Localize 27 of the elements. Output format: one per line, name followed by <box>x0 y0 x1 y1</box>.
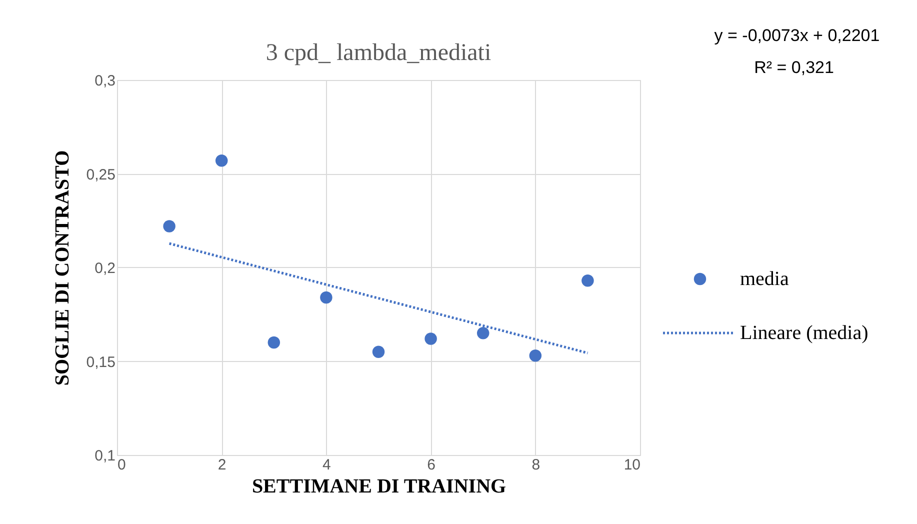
point <box>529 350 542 362</box>
text: R² = 0,321 <box>754 58 834 77</box>
x-tick-label: 4 <box>322 456 331 474</box>
point <box>320 291 332 304</box>
y-tick-label: 0,2 <box>94 260 116 277</box>
y-axis-title: SOGLIE DI CONTRASTO <box>51 150 74 386</box>
point <box>163 220 176 232</box>
x-tick-label: 10 <box>624 456 640 474</box>
chart-title: 3 cpd_ lambda_mediati <box>266 40 492 66</box>
point <box>215 154 228 167</box>
legend-label: Lineare (media) <box>740 322 868 344</box>
y-tick-label: 0,25 <box>86 166 116 184</box>
y-tick-label: 0,1 <box>94 448 116 464</box>
legend-label: media <box>740 268 789 290</box>
point <box>372 346 385 358</box>
x-tick-label: 2 <box>218 456 226 474</box>
point <box>582 274 594 287</box>
x-tick-label: 6 <box>427 456 436 474</box>
x-axis-title: SETTIMANE DI TRAINING <box>252 476 507 498</box>
x-tick-label: 8 <box>532 456 540 474</box>
x-tick-label: 0 <box>118 456 126 474</box>
text: y = -0,0073x + 0,2201 <box>714 26 880 45</box>
point <box>268 336 280 349</box>
point <box>424 332 437 345</box>
point <box>476 327 490 340</box>
y-tick-label: 0,3 <box>94 72 116 90</box>
y-tick-label: 0,15 <box>86 354 116 371</box>
